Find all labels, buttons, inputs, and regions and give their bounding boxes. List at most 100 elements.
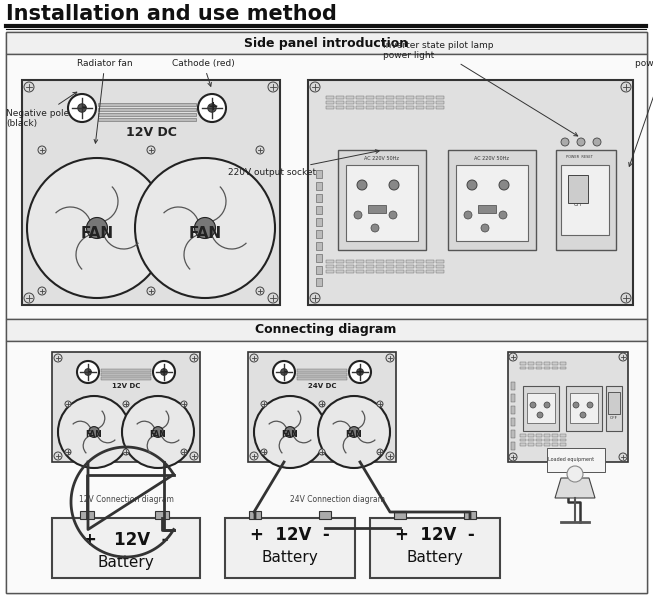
Circle shape: [65, 449, 71, 455]
Bar: [426, 96, 434, 99]
Bar: [416, 260, 424, 263]
Bar: [336, 260, 344, 263]
Circle shape: [537, 412, 543, 418]
Bar: [396, 265, 404, 268]
Text: FAN: FAN: [80, 226, 114, 241]
Bar: [511, 394, 515, 402]
Circle shape: [357, 369, 363, 376]
Bar: [566, 386, 602, 431]
Bar: [346, 265, 354, 268]
Bar: [356, 265, 364, 268]
Bar: [416, 265, 424, 268]
Circle shape: [354, 211, 362, 219]
Bar: [346, 270, 354, 273]
Bar: [22, 80, 280, 305]
Bar: [316, 242, 322, 250]
Bar: [101, 369, 151, 371]
Bar: [528, 438, 534, 441]
Text: -: -: [283, 367, 287, 377]
Bar: [536, 434, 542, 437]
Circle shape: [38, 146, 46, 154]
Text: FAN: FAN: [281, 430, 298, 440]
Bar: [368, 205, 386, 213]
Circle shape: [481, 224, 489, 232]
Bar: [528, 443, 534, 446]
Bar: [552, 438, 558, 441]
Bar: [520, 362, 526, 365]
Bar: [376, 96, 384, 99]
Bar: [606, 386, 622, 431]
Circle shape: [27, 158, 167, 298]
Circle shape: [561, 138, 569, 146]
Circle shape: [371, 224, 379, 232]
Text: Loaded equipment: Loaded equipment: [548, 456, 594, 461]
Text: POWER  RESET: POWER RESET: [566, 155, 593, 159]
Bar: [248, 352, 396, 462]
Circle shape: [122, 396, 194, 468]
Bar: [52, 518, 200, 578]
Text: -: -: [82, 101, 87, 113]
Circle shape: [89, 426, 99, 437]
Circle shape: [78, 104, 86, 112]
Bar: [520, 367, 526, 369]
Text: 24V Connection diagram: 24V Connection diagram: [289, 495, 385, 504]
Bar: [396, 260, 404, 263]
Circle shape: [261, 401, 267, 407]
Circle shape: [181, 401, 187, 407]
Bar: [552, 367, 558, 369]
Circle shape: [273, 361, 295, 383]
Circle shape: [310, 293, 320, 303]
Circle shape: [577, 138, 585, 146]
Text: Battery: Battery: [98, 555, 154, 570]
Circle shape: [467, 180, 477, 190]
Bar: [436, 260, 444, 263]
Bar: [316, 254, 322, 262]
Circle shape: [24, 293, 34, 303]
Circle shape: [464, 211, 472, 219]
Text: -: -: [87, 367, 91, 377]
Text: AC 220V 50Hz: AC 220V 50Hz: [475, 156, 509, 161]
Circle shape: [389, 211, 397, 219]
Bar: [356, 106, 364, 109]
Circle shape: [319, 401, 325, 407]
Bar: [80, 511, 94, 519]
Text: +: +: [356, 367, 364, 377]
Bar: [426, 265, 434, 268]
Bar: [98, 118, 196, 121]
Bar: [544, 362, 550, 365]
Bar: [316, 230, 322, 238]
Bar: [326, 270, 334, 273]
Circle shape: [567, 466, 583, 482]
Circle shape: [357, 180, 367, 190]
Circle shape: [58, 396, 130, 468]
Circle shape: [310, 82, 320, 92]
Bar: [356, 96, 364, 99]
Circle shape: [181, 449, 187, 455]
Bar: [316, 278, 322, 286]
Bar: [326, 265, 334, 268]
Bar: [297, 373, 347, 376]
Circle shape: [318, 396, 390, 468]
Circle shape: [198, 94, 226, 122]
Bar: [560, 434, 566, 437]
Bar: [98, 113, 196, 116]
Circle shape: [544, 402, 550, 408]
Bar: [326, 106, 334, 109]
Bar: [406, 270, 414, 273]
Text: Radiator fan: Radiator fan: [77, 59, 133, 143]
Bar: [366, 96, 374, 99]
Text: Negative pole
(black): Negative pole (black): [6, 92, 77, 128]
Bar: [552, 434, 558, 437]
Circle shape: [195, 217, 215, 238]
Bar: [536, 443, 542, 446]
Bar: [547, 448, 605, 472]
Bar: [406, 96, 414, 99]
Text: 220V output socket: 220V output socket: [228, 150, 379, 177]
Bar: [568, 175, 588, 203]
Bar: [6, 32, 647, 54]
Bar: [356, 270, 364, 273]
Bar: [316, 266, 322, 274]
Text: Installation and use method: Installation and use method: [6, 4, 337, 24]
Bar: [98, 103, 196, 106]
Circle shape: [619, 453, 627, 461]
